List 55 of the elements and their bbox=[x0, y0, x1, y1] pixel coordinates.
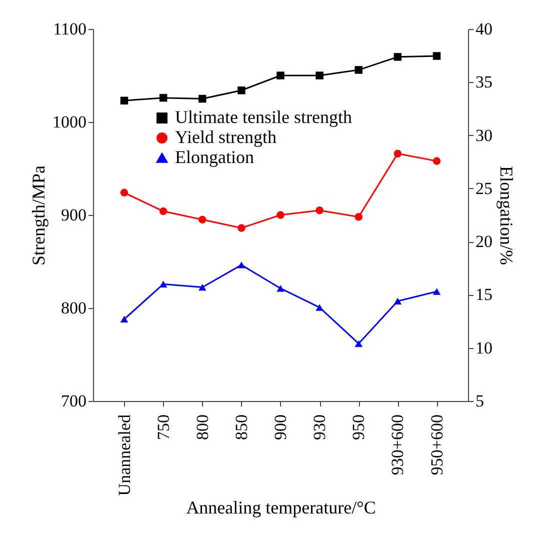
y2-tick-label: 10 bbox=[476, 338, 492, 358]
y-tick-label: 800 bbox=[61, 298, 86, 318]
y2-tick-label: 40 bbox=[476, 20, 492, 38]
point bbox=[316, 206, 324, 214]
y-tick-label: 1100 bbox=[53, 20, 86, 38]
point bbox=[432, 288, 441, 295]
legend-label: Ultimate tensile strength bbox=[175, 107, 352, 127]
y2-tick-label: 30 bbox=[476, 126, 492, 145]
point bbox=[432, 52, 441, 60]
point bbox=[238, 262, 246, 268]
y2-tick-label: 35 bbox=[476, 72, 492, 92]
point bbox=[354, 66, 362, 74]
y2-tick-label: 15 bbox=[476, 285, 492, 304]
x-tick-label: 930+600 bbox=[388, 414, 408, 476]
x-axis-title: Annealing temperature/°C bbox=[186, 498, 376, 518]
y-tick-label: 700 bbox=[61, 392, 86, 410]
point bbox=[394, 298, 402, 304]
point bbox=[394, 150, 402, 158]
point bbox=[238, 86, 246, 94]
point bbox=[276, 72, 284, 80]
y2-tick-label: 20 bbox=[476, 232, 492, 252]
point bbox=[198, 216, 206, 224]
y-tick-label: 1000 bbox=[52, 112, 86, 132]
point bbox=[238, 224, 246, 232]
point bbox=[198, 94, 206, 103]
point bbox=[276, 211, 284, 219]
point bbox=[354, 340, 362, 347]
y-axis-title: Strength/MPa bbox=[28, 165, 48, 266]
point bbox=[120, 188, 128, 197]
point bbox=[354, 212, 362, 221]
point bbox=[159, 207, 168, 216]
y2-axis-title: Elongation/% bbox=[496, 166, 516, 265]
point bbox=[432, 157, 441, 165]
point bbox=[394, 53, 402, 61]
y2-tick-label: 5 bbox=[476, 392, 484, 410]
point bbox=[198, 284, 206, 291]
x-tick-label: 750 bbox=[154, 414, 173, 440]
point bbox=[316, 72, 324, 80]
point bbox=[276, 284, 284, 292]
x-tick-label: 950+600 bbox=[427, 414, 446, 476]
legend-label: Elongation bbox=[175, 147, 254, 167]
point bbox=[120, 96, 128, 104]
point bbox=[120, 316, 128, 323]
x-tick-label: 900 bbox=[271, 414, 290, 440]
x-tick-label: 950 bbox=[349, 414, 368, 440]
x-tick-label: 850 bbox=[232, 414, 251, 440]
y-tick-label: 900 bbox=[61, 206, 86, 224]
x-tick-label: 800 bbox=[192, 414, 212, 440]
point bbox=[316, 304, 324, 311]
x-tick-label: 930 bbox=[310, 414, 330, 440]
y2-tick-label: 25 bbox=[476, 178, 492, 198]
point bbox=[159, 280, 168, 288]
point bbox=[159, 94, 168, 102]
legend-label: Yield strength bbox=[175, 127, 276, 147]
x-tick-label: Unannealed bbox=[114, 414, 134, 496]
